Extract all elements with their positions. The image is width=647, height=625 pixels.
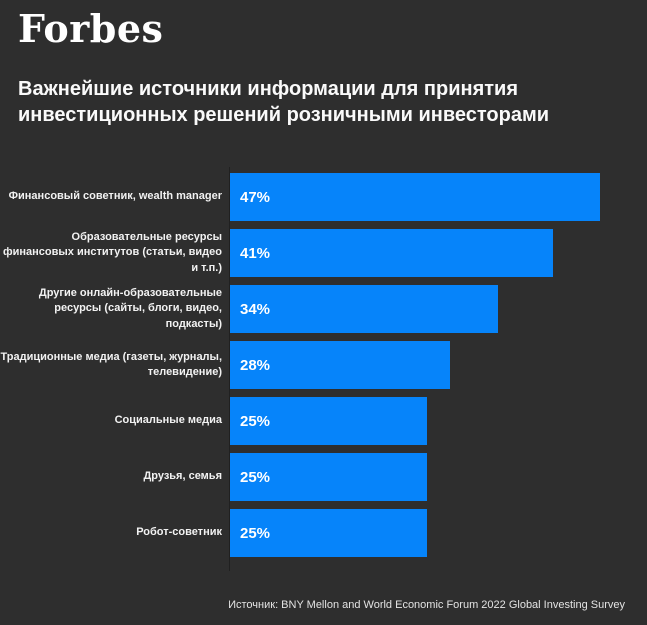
bar: 25% <box>230 453 427 501</box>
chart-title-line2: инвестиционных решений розничными инвест… <box>18 104 550 126</box>
bar-row: Друзья, семья 25% <box>0 453 647 501</box>
bar-chart: Финансовый советник, wealth manager 47% … <box>0 173 647 565</box>
value-label: 25% <box>240 412 271 430</box>
bar-row: Другие онлайн-образовательные ресурсы (с… <box>0 285 647 333</box>
value-label: 25% <box>240 524 271 542</box>
category-label: Другие онлайн-образовательные ресурсы (с… <box>38 286 222 330</box>
bar-row: Образовательные ресурсы финансовых инсти… <box>0 229 647 277</box>
source-credit: Источник: BNY Mellon and World Economic … <box>228 599 625 611</box>
value-label: 47% <box>240 188 271 206</box>
value-label: 25% <box>240 468 271 486</box>
value-label: 28% <box>240 356 271 374</box>
bar-row: Традиционные медиа (газеты, журналы, тел… <box>0 341 647 389</box>
bar-row: Социальные медиа 25% <box>0 397 647 445</box>
value-label: 41% <box>240 244 271 262</box>
bar-row: Робот-советник 25% <box>0 509 647 557</box>
category-label: Образовательные ресурсы финансовых инсти… <box>3 230 222 274</box>
axis-baseline <box>229 167 230 571</box>
forbes-logo: Forbes <box>18 6 164 51</box>
bar: 34% <box>230 285 498 333</box>
category-label: Робот-советник <box>136 526 222 539</box>
bar-row: Финансовый советник, wealth manager 47% <box>0 173 647 221</box>
bar: 25% <box>230 397 427 445</box>
bar: 28% <box>230 341 450 389</box>
bar: 41% <box>230 229 553 277</box>
bar: 25% <box>230 509 427 557</box>
chart-title: Важнейшие источники информации для приня… <box>18 76 618 128</box>
category-label: Социальные медиа <box>114 414 222 427</box>
chart-title-line1: Важнейшие источники информации для приня… <box>18 78 519 100</box>
category-label: Традиционные медиа (газеты, журналы, тел… <box>0 350 222 378</box>
value-label: 34% <box>240 300 271 318</box>
category-label: Друзья, семья <box>143 470 222 483</box>
category-label: Финансовый советник, wealth manager <box>8 190 222 203</box>
bar: 47% <box>230 173 600 221</box>
